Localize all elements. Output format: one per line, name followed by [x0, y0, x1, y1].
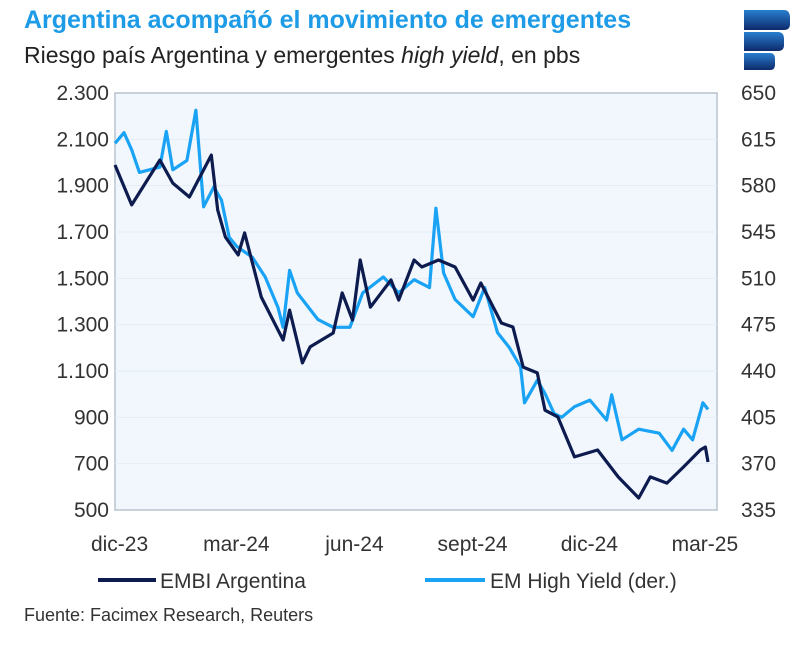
y-left-tick-label: 2.100 — [56, 128, 109, 151]
y-right-tick-label: 650 — [741, 82, 776, 105]
x-tick-label: mar-25 — [672, 533, 739, 556]
y-right-tick-label: 615 — [741, 128, 776, 151]
subtitle-text: Riesgo país Argentina y emergentes — [24, 42, 402, 68]
x-tick-label: jun-24 — [324, 533, 384, 556]
subtitle-italic: high yield — [401, 42, 499, 68]
y-right-tick-label: 545 — [741, 221, 776, 244]
y-right-tick-label: 510 — [741, 267, 776, 290]
y-left-tick-label: 1.300 — [56, 314, 109, 337]
y-left-tick-label: 1.100 — [56, 360, 109, 383]
y-left-tick-label: 1.900 — [56, 175, 109, 198]
x-tick-label: sept-24 — [438, 533, 508, 556]
x-tick-label: dic-24 — [561, 533, 619, 556]
legend: EMBI Argentina EM High Yield (der.) — [98, 570, 677, 593]
x-tick-label: mar-24 — [203, 533, 270, 556]
y-left-tick-label: 500 — [74, 499, 109, 522]
y-right-tick-label: 370 — [741, 453, 776, 476]
y-right-tick-label: 475 — [741, 314, 776, 337]
y-left-tick-label: 700 — [74, 453, 109, 476]
legend-label-hy: EM High Yield (der.) — [490, 570, 677, 593]
legend-label-embi: EMBI Argentina — [160, 570, 306, 593]
series-line-embi-argentina — [113, 153, 710, 500]
y-left-tick-label: 1.500 — [56, 267, 109, 290]
y-left-tick-label: 2.300 — [56, 82, 109, 105]
y-right-tick-label: 580 — [741, 175, 776, 198]
chart-subtitle: Riesgo país Argentina y emergentes high … — [24, 42, 580, 69]
series-lines — [113, 108, 710, 500]
y-right-tick-label: 335 — [741, 499, 776, 522]
source-note: Fuente: Facimex Research, Reuters — [24, 605, 314, 625]
plot-area — [114, 92, 718, 511]
y-right-tick-label: 440 — [741, 360, 776, 383]
y-left-tick-label: 1.700 — [56, 221, 109, 244]
x-tick-label: dic-23 — [91, 533, 148, 556]
y-right-tick-label: 405 — [741, 406, 776, 429]
axis-ticks: 2.300 2.100 1.900 1.700 1.500 1.300 1.100 900 70… — [56, 82, 776, 556]
chart-title: Argentina acompañó el movimiento de emer… — [24, 6, 632, 34]
facimex-logo — [744, 10, 790, 70]
subtitle-suffix: , en pbs — [498, 42, 581, 68]
y-left-tick-label: 900 — [74, 406, 109, 429]
